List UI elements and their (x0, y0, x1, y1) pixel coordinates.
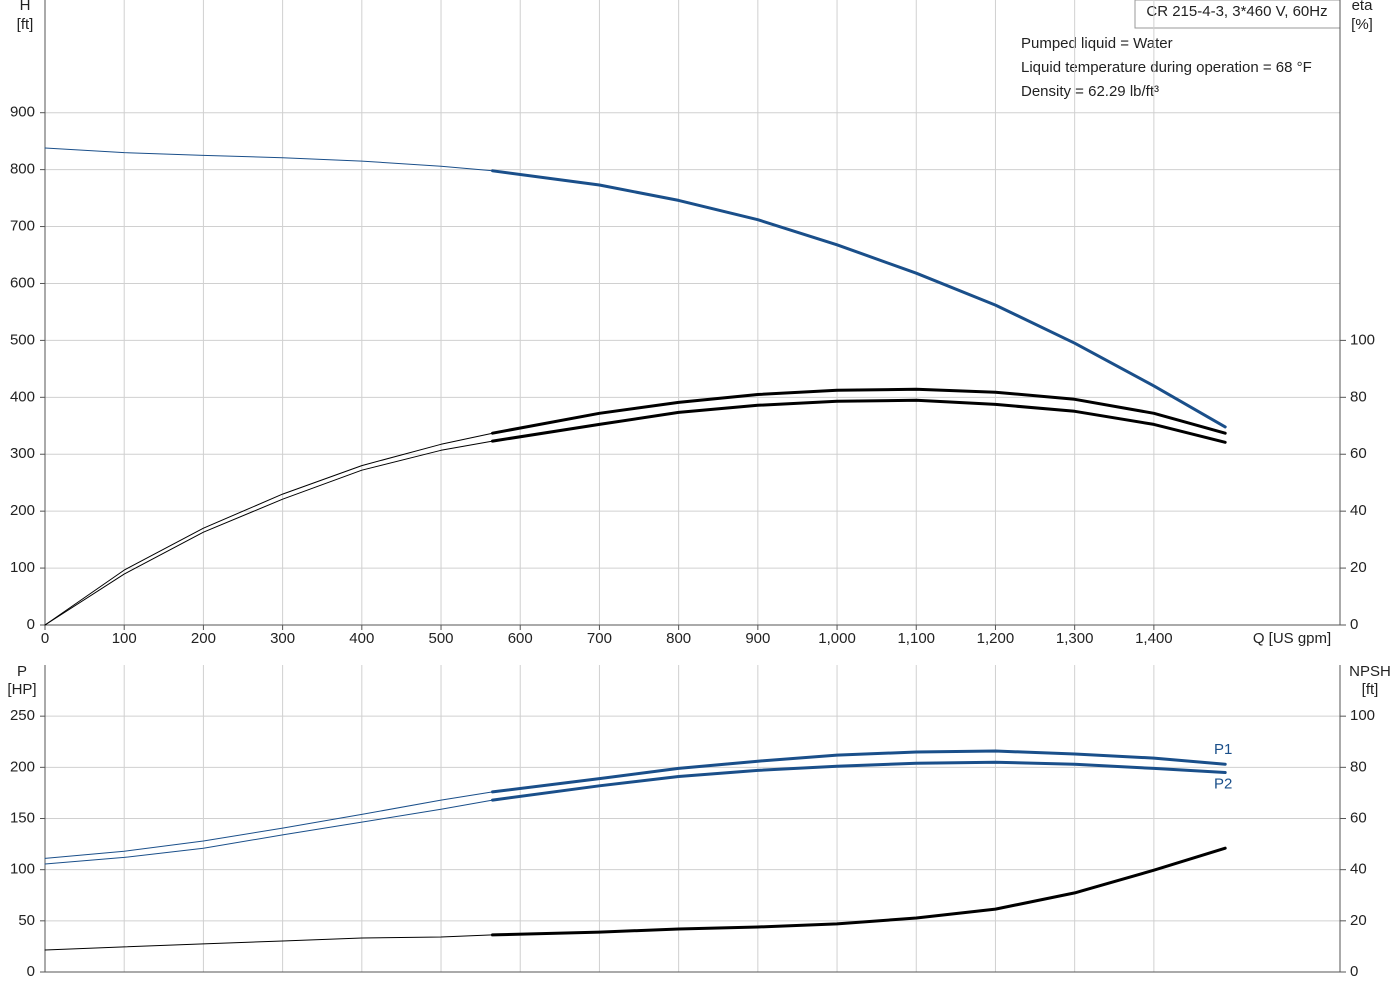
y-tick-label: 250 (10, 707, 35, 724)
curve-operating (491, 387, 1227, 435)
y-tick-label: 400 (10, 388, 35, 405)
x-tick-label: 1,200 (977, 630, 1015, 647)
y2-axis-unit: [ft] (1362, 681, 1379, 698)
y-tick-label: 700 (10, 218, 35, 235)
curve-extension (44, 147, 493, 172)
chart-title: CR 215-4-3, 3*460 V, 60Hz (1146, 3, 1327, 20)
curve-extension (44, 791, 493, 859)
y-axis-label: P (17, 663, 27, 680)
y-tick-label: 800 (10, 161, 35, 178)
curve-operating (491, 760, 1227, 802)
note: Density = 62.29 lb/ft³ (1021, 83, 1159, 100)
y2-axis-unit: [%] (1351, 16, 1373, 33)
y-tick-label: 200 (10, 502, 35, 519)
y-tick-label: 0 (27, 616, 35, 633)
y-tick-label: 300 (10, 445, 35, 462)
x-tick-label: 400 (349, 630, 374, 647)
note: Pumped liquid = Water (1021, 35, 1173, 52)
x-tick-label: 600 (508, 630, 533, 647)
y2-tick-label: 60 (1350, 809, 1367, 826)
y2-tick-label: 20 (1350, 912, 1367, 929)
curve-operating (491, 749, 1227, 794)
y-tick-label: 50 (18, 912, 35, 929)
curve-extension (44, 432, 493, 626)
curve-operating (491, 398, 1227, 444)
curve-operating (491, 169, 1227, 429)
info-box (1134, 0, 1341, 29)
x-tick-label: 900 (745, 630, 770, 647)
y-axis-unit: [HP] (7, 681, 36, 698)
y2-tick-label: 80 (1350, 388, 1367, 405)
y-tick-label: 500 (10, 331, 35, 348)
y2-tick-label: 60 (1350, 445, 1367, 462)
x-tick-label: 1,000 (818, 630, 856, 647)
curve-extension (44, 934, 493, 951)
y2-tick-label: 40 (1350, 861, 1367, 878)
y-tick-label: 100 (10, 559, 35, 576)
x-tick-label: 300 (270, 630, 295, 647)
curve-extension (44, 799, 493, 865)
x-tick-label: 200 (191, 630, 216, 647)
y2-axis-label: eta (1352, 0, 1374, 14)
curve-extension (44, 440, 493, 626)
y-tick-label: 200 (10, 758, 35, 775)
x-tick-label: 100 (112, 630, 137, 647)
series-label: P1 (1214, 741, 1232, 758)
x-tick-label: 1,100 (897, 630, 935, 647)
y2-axis-label: NPSH (1349, 663, 1391, 680)
y-tick-label: 600 (10, 274, 35, 291)
curve-operating (491, 846, 1227, 937)
x-tick-label: 1,300 (1056, 630, 1094, 647)
y2-tick-label: 100 (1350, 331, 1375, 348)
y-tick-label: 150 (10, 809, 35, 826)
y2-tick-label: 20 (1350, 559, 1367, 576)
y2-tick-label: 0 (1350, 616, 1358, 633)
y2-tick-label: 0 (1350, 963, 1358, 980)
note: Liquid temperature during operation = 68… (1021, 59, 1312, 76)
y2-tick-label: 100 (1350, 707, 1375, 724)
x-tick-label: 1,400 (1135, 630, 1173, 647)
x-tick-label: 700 (587, 630, 612, 647)
x-tick-label: 500 (429, 630, 454, 647)
series-label: P2 (1214, 775, 1232, 792)
y-tick-label: 900 (10, 104, 35, 121)
y-axis-label: H (20, 0, 31, 14)
y-tick-label: 100 (10, 861, 35, 878)
y-tick-label: 0 (27, 963, 35, 980)
x-tick-label: 0 (41, 630, 49, 647)
y2-tick-label: 80 (1350, 758, 1367, 775)
x-tick-label: 800 (666, 630, 691, 647)
y2-tick-label: 40 (1350, 502, 1367, 519)
y-axis-unit: [ft] (17, 16, 34, 33)
x-axis-label: Q [US gpm] (1253, 630, 1331, 647)
